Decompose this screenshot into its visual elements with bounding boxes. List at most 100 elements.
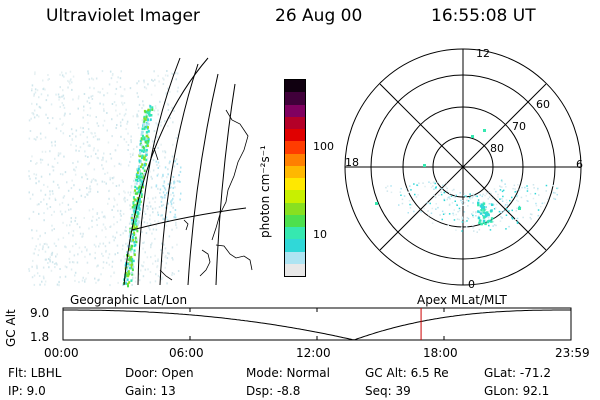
emission-pixel (140, 143, 143, 147)
emission-pixel (53, 263, 56, 265)
emission-pixel (126, 251, 129, 254)
emission-pixel (170, 193, 172, 196)
emission-pixel (143, 221, 146, 224)
emission-pixel (59, 96, 61, 99)
emission-pixel (126, 199, 129, 201)
emission-pixel (95, 281, 97, 284)
emission-pixel (53, 242, 56, 245)
emission-pixel (138, 207, 141, 210)
colorbar-segment (285, 165, 305, 178)
emission-pixel (472, 211, 475, 213)
emission-pixel (516, 222, 519, 224)
emission-pixel (148, 201, 151, 204)
emission-pixel (136, 167, 139, 171)
emission-pixel (43, 212, 45, 215)
emission-pixel (124, 271, 127, 275)
emission-pixel (58, 281, 60, 284)
emission-pixel (129, 204, 131, 207)
emission-pixel (146, 120, 149, 123)
emission-pixel (87, 128, 90, 131)
emission-pixel (423, 207, 425, 210)
emission-pixel (477, 210, 480, 213)
emission-pixel (113, 216, 115, 219)
emission-pixel (138, 153, 141, 156)
emission-pixel (142, 265, 144, 268)
colorbar-segment (285, 129, 305, 142)
emission-pixel (141, 231, 143, 234)
emission-pixel (484, 222, 487, 226)
emission-pixel (122, 283, 125, 286)
observation-date: 26 Aug 00 (275, 6, 363, 26)
emission-pixel (552, 191, 555, 194)
emission-pixel (31, 88, 33, 91)
emission-pixel (420, 211, 422, 213)
emission-pixel (37, 254, 39, 257)
emission-pixel (161, 196, 164, 199)
emission-pixel (154, 280, 157, 283)
emission-pixel (111, 118, 113, 121)
emission-pixel (167, 219, 169, 222)
emission-pixel (172, 176, 175, 178)
emission-pixel (87, 144, 90, 147)
emission-pixel (167, 87, 169, 90)
emission-pixel (157, 187, 159, 190)
emission-pixel (154, 260, 157, 263)
emission-pixel (495, 203, 498, 206)
emission-pixel (483, 129, 486, 132)
emission-pixel (426, 202, 429, 204)
emission-pixel (89, 114, 91, 117)
emission-pixel (91, 98, 94, 100)
emission-pixel (169, 90, 171, 93)
emission-pixel (123, 88, 126, 91)
emission-pixel (142, 177, 145, 180)
emission-pixel (117, 76, 119, 79)
emission-pixel (59, 203, 61, 206)
emission-pixel (162, 251, 164, 254)
emission-pixel (54, 144, 56, 147)
emission-pixel (164, 156, 166, 159)
emission-pixel (472, 214, 474, 217)
emission-pixel (441, 218, 443, 221)
emission-pixel (485, 206, 487, 208)
emission-pixel (123, 102, 126, 104)
emission-pixel (150, 114, 153, 117)
emission-pixel (508, 225, 510, 228)
emission-pixel (514, 191, 516, 193)
emission-pixel (160, 200, 163, 203)
emission-pixel (62, 196, 65, 199)
emission-pixel (136, 113, 138, 116)
emission-pixel (482, 206, 485, 209)
emission-pixel (554, 198, 557, 200)
emission-pixel (131, 222, 134, 225)
emission-pixel (30, 160, 32, 162)
emission-pixel (477, 216, 481, 220)
emission-pixel (141, 119, 144, 122)
colorbar-tick-10: 10 (313, 228, 327, 241)
emission-pixel (141, 156, 143, 160)
emission-pixel (119, 121, 122, 124)
emission-pixel (133, 251, 136, 255)
emission-pixel (116, 231, 118, 234)
emission-pixel (126, 268, 129, 271)
emission-pixel (47, 258, 50, 260)
emission-pixel (54, 157, 56, 160)
emission-pixel (150, 93, 153, 96)
emission-pixel (504, 183, 506, 185)
emission-pixel (131, 278, 134, 281)
emission-pixel (57, 183, 59, 186)
emission-pixel (59, 268, 61, 270)
emission-pixel (142, 134, 144, 138)
emission-pixel (137, 110, 140, 113)
emission-pixel (81, 279, 84, 282)
emission-pixel (434, 182, 436, 185)
emission-pixel (162, 83, 165, 85)
emission-pixel (156, 123, 159, 126)
emission-pixel (94, 251, 96, 254)
emission-pixel (47, 78, 49, 81)
emission-pixel (161, 214, 163, 217)
emission-pixel (157, 274, 160, 277)
emission-pixel (81, 176, 83, 179)
emission-pixel (147, 205, 150, 208)
emission-pixel (461, 221, 464, 223)
emission-pixel (95, 245, 97, 248)
